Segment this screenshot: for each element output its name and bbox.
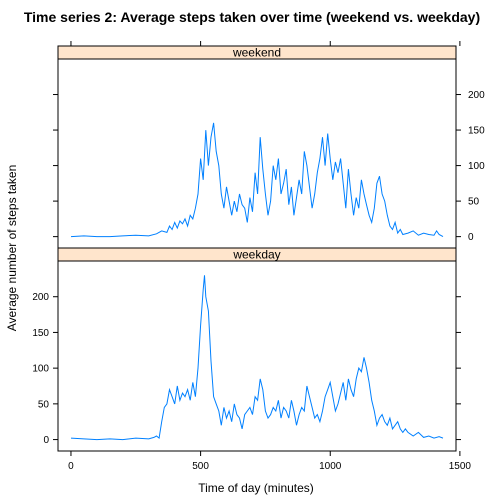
y-tick-label: 100 [468,161,485,172]
panel-weekend: weekend 0 50 100 150 200 [53,45,485,249]
y-tick-label: 0 [468,232,474,243]
y-tick-label: 100 [32,364,49,375]
y-tick-label: 50 [468,197,480,208]
x-tick-label: 0 [68,461,74,472]
x-tick-label: 1500 [449,461,472,472]
y-tick-label: 50 [38,399,50,410]
x-axis-title: Time of day (minutes) [198,481,314,495]
chart-title: Time series 2: Average steps taken over … [24,9,480,25]
panel-frame-weekday [57,260,457,452]
panel-frame-weekend [57,58,457,249]
strip-label-weekday: weekday [232,248,280,262]
series-line-weekend [70,122,444,238]
x-tick-label: 500 [192,461,209,472]
strip-label-weekend: weekend [232,46,281,60]
chart-panels: weekend 0 50 100 150 200 weekday 0 50 100 150 200 [32,45,485,452]
y-tick-label: 150 [32,328,49,339]
y-tick-label: 0 [43,435,49,446]
panel-weekday: weekday 0 50 100 150 200 [32,247,461,452]
chart-axes: 0 500 1000 1500 [68,41,471,472]
y-tick-label: 200 [32,292,49,303]
y-tick-label: 150 [468,126,485,137]
x-tick-label: 1000 [319,461,342,472]
y-axis-title: Average number of steps taken [5,165,19,332]
series-line-weekday [70,275,444,441]
y-tick-label: 200 [468,90,485,101]
